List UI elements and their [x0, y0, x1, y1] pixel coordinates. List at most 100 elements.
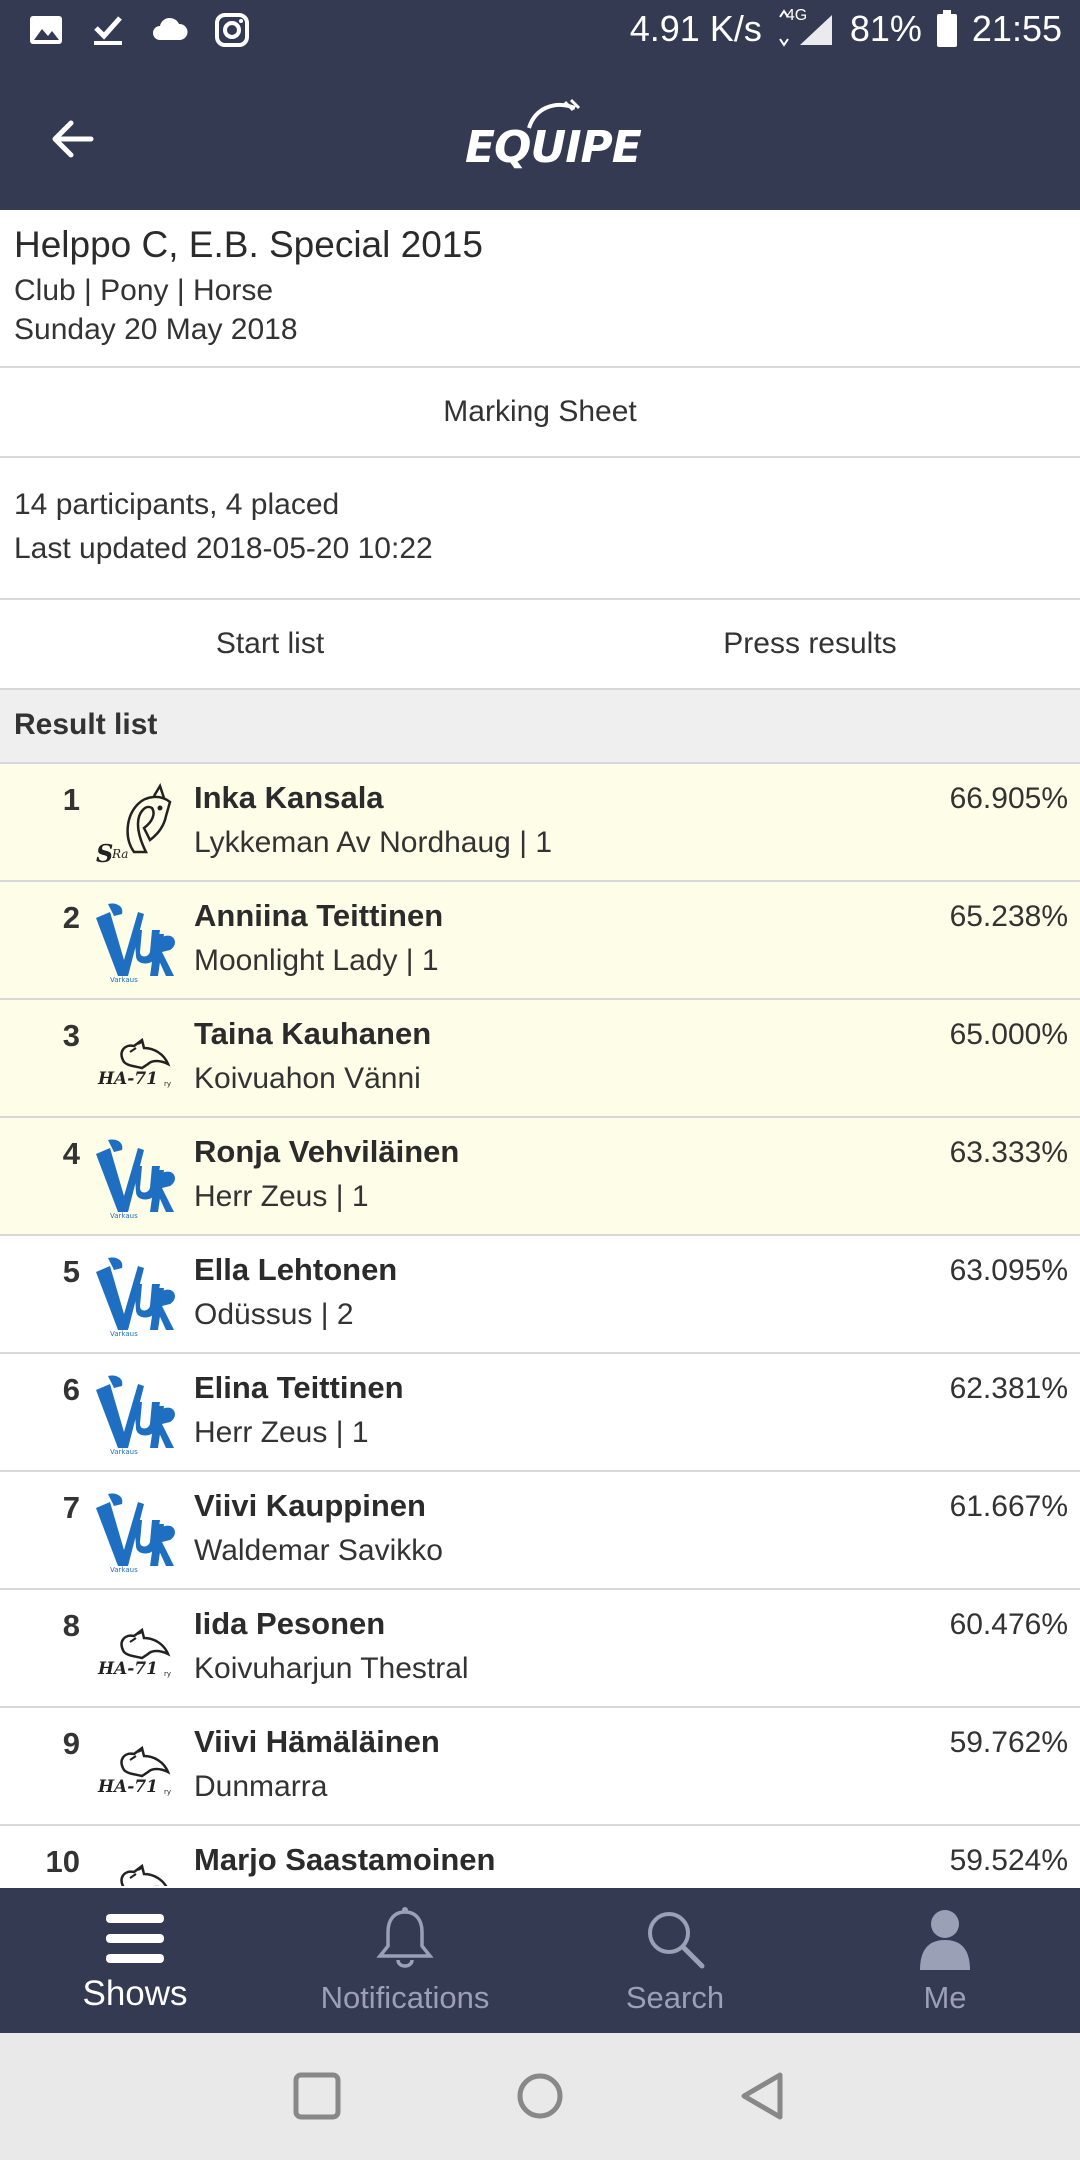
nav-shows-label: Shows [82, 1974, 188, 2013]
result-row[interactable]: 1 S Ra Inka Kansala Lykkeman Av Nordhaug … [0, 764, 1080, 882]
result-score: 63.095% [949, 1254, 1068, 1287]
result-rank: 10 [45, 1844, 80, 1879]
svg-text:ry: ry [164, 1670, 171, 1678]
horse-name: Lykkeman Av Nordhaug | 1 [194, 826, 553, 859]
horse-name: Herr Zeus | 1 [194, 1416, 369, 1449]
result-score: 60.476% [949, 1608, 1068, 1641]
arrow-left-icon [52, 120, 94, 158]
svg-text:Varkaus: Varkaus [110, 1448, 138, 1456]
menu-icon [106, 1914, 164, 1963]
vur-logo-icon: Varkaus [94, 900, 178, 984]
nav-me[interactable]: Me [810, 1888, 1080, 2033]
competition-header: Helppo C, E.B. Special 2015 Club | Pony … [0, 210, 1080, 368]
horse-name: Dunmarra [194, 1770, 328, 1803]
nav-search[interactable]: Search [540, 1888, 810, 2033]
horse-name: Herr Zeus | 1 [194, 1180, 369, 1213]
battery-level: 81% [849, 8, 922, 49]
result-list-header: Result list [0, 690, 1080, 764]
svg-text:HA-71: HA-71 [97, 1659, 158, 1679]
svg-text:Varkaus: Varkaus [110, 1566, 138, 1574]
svg-text:Varkaus: Varkaus [110, 976, 138, 984]
rider-name: Inka Kansala [194, 780, 384, 815]
press-results-tab[interactable]: Press results [723, 627, 897, 660]
result-row[interactable]: 2 Varkaus Anniina Teittinen Moonlight Lad… [0, 882, 1080, 1000]
horse-name: Odüssus | 2 [194, 1298, 354, 1331]
ha71-logo-icon: HA-71 ry [94, 1726, 178, 1810]
result-score: 65.238% [949, 900, 1068, 933]
bottom-navigation: Shows Notifications Search Me [0, 1888, 1080, 2033]
back-button[interactable] [40, 106, 106, 172]
status-bar: 4.91 K/s 4G 81% 21:55 [0, 0, 1080, 64]
result-score: 61.667% [949, 1490, 1068, 1523]
instagram-icon [212, 10, 252, 50]
result-rank: 2 [62, 900, 80, 935]
svg-text:HA-71: HA-71 [97, 1069, 158, 1089]
equipe-logo: EQUIPE [465, 98, 642, 178]
ha71-logo-icon: HA-71 ry [94, 1844, 178, 1886]
rider-name: Anniina Teittinen [194, 898, 444, 933]
rider-name: Elina Teittinen [194, 1370, 404, 1405]
horse-name: Koivuharjun Thestral [194, 1652, 469, 1685]
horse-name: Moonlight Lady | 1 [194, 944, 439, 977]
result-row[interactable]: 5 Varkaus Ella Lehtonen Odüssus | 2 63.095… [0, 1236, 1080, 1354]
svg-text:Varkaus: Varkaus [110, 1212, 138, 1220]
result-row[interactable]: 3 HA-71 ry Taina Kauhanen Koivuahon Vänni… [0, 1000, 1080, 1118]
vur-logo-icon: Varkaus [94, 1136, 178, 1220]
nav-notifications[interactable]: Notifications [270, 1888, 540, 2033]
nav-shows[interactable]: Shows [0, 1888, 270, 2033]
result-row[interactable]: 6 Varkaus Elina Teittinen Herr Zeus | 1 62… [0, 1354, 1080, 1472]
marking-sheet-link[interactable]: Marking Sheet [0, 368, 1080, 458]
svg-text:Varkaus: Varkaus [110, 1330, 138, 1338]
back-nav-icon[interactable] [736, 2069, 790, 2123]
result-score: 66.905% [949, 782, 1068, 815]
result-list: 1 S Ra Inka Kansala Lykkeman Av Nordhaug … [0, 764, 1080, 1886]
result-rank: 3 [62, 1018, 80, 1053]
result-score: 59.762% [949, 1726, 1068, 1759]
network-speed: 4.91 K/s [629, 8, 762, 49]
signal-icon: 4G [776, 7, 836, 49]
ha71-logo-icon: HA-71 ry [94, 1018, 178, 1102]
result-row[interactable]: 4 Varkaus Ronja Vehviläinen Herr Zeus | 1… [0, 1118, 1080, 1236]
recent-apps-icon[interactable] [290, 2069, 344, 2123]
result-score: 63.333% [949, 1136, 1068, 1169]
nav-me-label: Me [923, 1980, 967, 2015]
result-row[interactable]: 9 HA-71 ry Viivi Hämäläinen Dunmarra 59.76… [0, 1708, 1080, 1826]
rider-name: Ronja Vehviläinen [194, 1134, 460, 1169]
search-icon [648, 1912, 705, 1969]
competition-title: Helppo C, E.B. Special 2015 [14, 224, 483, 265]
result-score: 65.000% [949, 1018, 1068, 1051]
rider-name: Viivi Kauppinen [194, 1488, 426, 1523]
result-row[interactable]: 10 HA-71 ry Marjo Saastamoinen 59.524% [0, 1826, 1080, 1886]
list-tabs: Start list Press results [0, 600, 1080, 690]
home-icon[interactable] [513, 2069, 567, 2123]
result-row[interactable]: 7 Varkaus Viivi Kauppinen Waldemar Savikk… [0, 1472, 1080, 1590]
competition-classes: Club | Pony | Horse [14, 274, 274, 307]
nav-search-label: Search [625, 1980, 725, 2015]
svg-text:ry: ry [164, 1080, 171, 1088]
rider-name: Viivi Hämäläinen [194, 1724, 440, 1759]
result-row[interactable]: 8 HA-71 ry Iida Pesonen Koivuharjun Thest… [0, 1590, 1080, 1708]
competition-date: Sunday 20 May 2018 [14, 313, 298, 346]
result-rank: 4 [62, 1136, 80, 1171]
person-icon [920, 1910, 970, 1970]
nav-notifications-label: Notifications [320, 1980, 490, 2015]
result-rank: 5 [62, 1254, 80, 1289]
vur-logo-icon: Varkaus [94, 1254, 178, 1338]
result-rank: 6 [62, 1372, 80, 1407]
rider-name: Iida Pesonen [194, 1606, 386, 1641]
participants-count: 14 participants, 4 placed [14, 488, 340, 521]
rider-name: Ella Lehtonen [194, 1252, 398, 1287]
result-score: 59.524% [949, 1844, 1068, 1877]
result-rank: 7 [62, 1490, 80, 1525]
rider-name: Marjo Saastamoinen [194, 1842, 496, 1877]
sra-logo-icon: S Ra [94, 782, 178, 868]
start-list-tab[interactable]: Start list [215, 627, 325, 660]
result-list-title: Result list [14, 708, 158, 741]
vur-logo-icon: Varkaus [94, 1372, 178, 1456]
result-rank: 1 [62, 782, 80, 817]
network-type: 4G [785, 7, 808, 24]
app-bar: EQUIPE [0, 64, 1080, 210]
battery-icon [936, 10, 958, 48]
logo-text: EQUIPE [465, 122, 642, 173]
download-done-icon [88, 10, 128, 50]
